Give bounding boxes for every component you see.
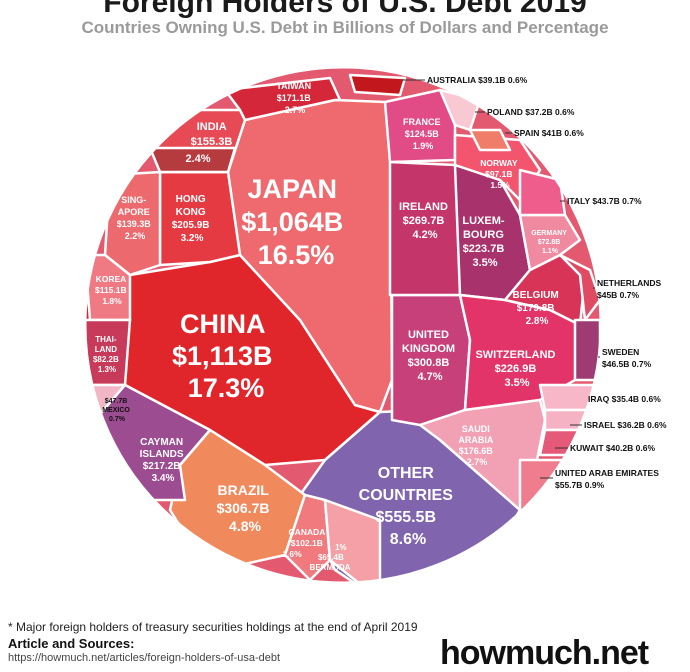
cell-india-band (148, 146, 237, 174)
label-brazil: BRAZIL $306.7B 4.8% (217, 482, 274, 534)
label-switzerland: SWITZERLAND $226.9B 3.5% (475, 349, 558, 389)
cell-netherlands[interactable] (558, 253, 601, 322)
label-japan: JAPAN $1,064B 16.5% (241, 174, 351, 270)
cell-italy[interactable] (518, 168, 567, 217)
label-india: INDIA $155.3B 2.4% (185, 121, 235, 165)
label-mexico: $47.7B MEXICO 0.7% (102, 398, 132, 423)
label-bermuda: 1% $65.4B BERMUDA (310, 543, 351, 572)
label-ireland: IRELAND $269.7B 4.2% (399, 201, 451, 241)
label-other: OTHER COUNTRIES $555.5B 8.6% (359, 465, 458, 548)
callout-uae: UNITED ARAB EMIRATES $55.7B 0.9% (555, 468, 661, 490)
callout-italy: ITALY $43.7B 0.7% (567, 196, 642, 206)
label-thailand: THAI- LAND $82.2B 1.3% (93, 335, 121, 374)
callout-sweden: SWEDEN $46.5B 0.7% (602, 347, 652, 369)
cell-korea[interactable] (85, 253, 132, 322)
label-norway: NORWAY $97.1B 1.5% (480, 158, 520, 190)
cell-taiwan[interactable] (223, 76, 342, 122)
cell-spain[interactable] (468, 128, 512, 152)
label-hongkong: HONG KONG $205.9B 3.2% (172, 194, 213, 244)
chart-title: Foreign Holders of U.S. Debt 2019 (103, 0, 587, 19)
callout-australia: AUSTRALIA $39.1B 0.6% (427, 75, 528, 85)
label-cayman: CAYMAN ISLANDS $217.2B 3.4% (140, 437, 187, 484)
cell-australia[interactable] (348, 73, 407, 97)
sources-label: Article and Sources: (8, 636, 135, 651)
label-korea: KOREA $115.1B 1.8% (95, 274, 129, 306)
label-taiwan: TAIWAN $171.1B 2.7% (276, 81, 313, 115)
label-singapore: SING- APORE $139.3B 2.2% (117, 195, 154, 241)
label-luxembourg: LUXEM- BOURG $223.7B 3.5% (462, 215, 507, 269)
voronoi-chart: CHINA $1,113B 17.3% JAPAN $1,064B 16.5% … (83, 65, 667, 600)
chart-subtitle: Countries Owning U.S. Debt in Billions o… (81, 18, 609, 37)
label-china: CHINA $1,113B 17.3% (172, 309, 280, 403)
callout-netherlands: NETHERLANDS $45B 0.7% (597, 278, 664, 300)
cell-hongkong[interactable] (158, 170, 242, 267)
callout-iraq: IRAQ $35.4B 0.6% (588, 394, 661, 404)
sources-url[interactable]: https://howmuch.net/articles/foreign-hol… (8, 652, 281, 664)
label-saudi: SAUDI ARABIA $176.6B 2.7% (458, 424, 495, 467)
label-canada: CANADA $102.1B 1.6% (282, 527, 327, 559)
label-france: FRANCE $124.5B 1.9% (403, 117, 443, 151)
cell-saudi[interactable] (418, 398, 547, 512)
cell-bermuda[interactable] (323, 498, 382, 600)
callout-israel: ISRAEL $36.2B 0.6% (584, 420, 667, 430)
callout-poland: POLAND $37.2B 0.6% (487, 107, 575, 117)
callout-kuwait: KUWAIT $40.2B 0.6% (570, 443, 655, 453)
label-germany: GERMANY $72.8B 1.1% (531, 230, 569, 255)
circle-outline (83, 65, 603, 585)
label-belgium: BELGIUM $179.8B 2.8% (513, 290, 562, 327)
callout-spain: SPAIN $41B 0.6% (514, 128, 584, 138)
brand-logo: howmuch.net (440, 634, 649, 672)
footnote: * Major foreign holders of treasury secu… (8, 620, 418, 634)
label-uk: UNITED KINGDOM $300.8B 4.7% (402, 329, 458, 383)
